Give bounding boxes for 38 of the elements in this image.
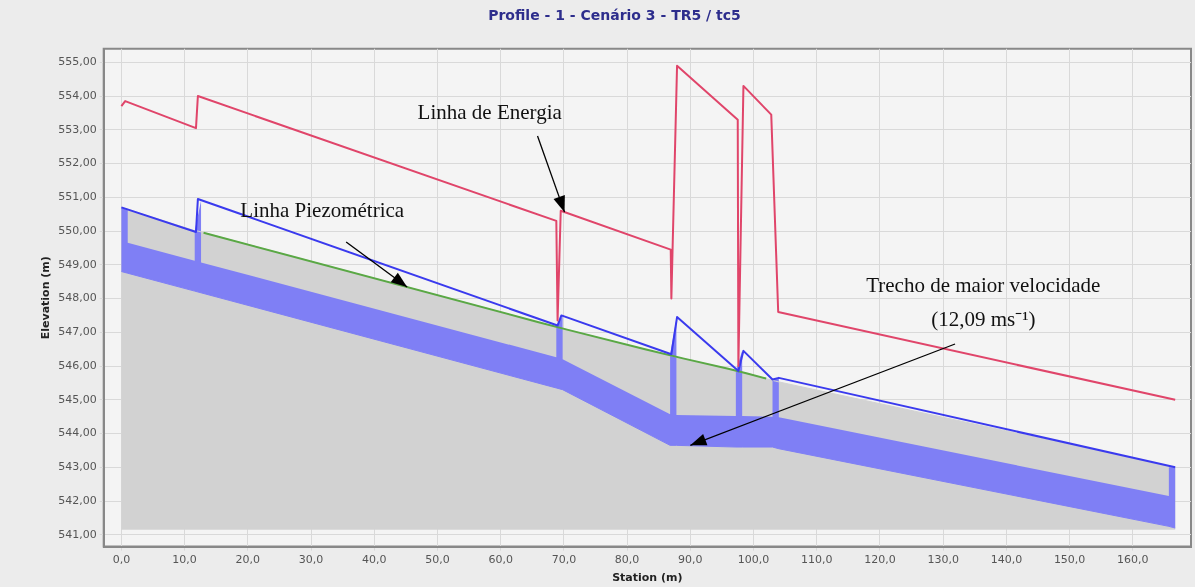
x-tick-label: 90,0: [678, 553, 703, 567]
x-tick-label: 30,0: [298, 553, 324, 567]
x-tick-label: 20,0: [235, 553, 261, 567]
y-tick-label: 552,00: [58, 156, 97, 170]
y-tick-label: 547,00: [58, 325, 97, 339]
x-tick-label: 40,0: [362, 553, 387, 567]
x-tick-label: 140,0: [990, 553, 1023, 567]
x-axis-title: Station (m): [612, 571, 683, 585]
chart-title: Profile - 1 - Cenário 3 - TR5 / tc5: [488, 7, 741, 24]
x-tick-label: 100,0: [737, 553, 770, 567]
y-tick-label: 544,00: [58, 426, 97, 440]
annotation: Linha de Energia: [417, 100, 563, 125]
y-axis-title: Elevation (m): [39, 256, 53, 340]
x-tick-label: 120,0: [864, 553, 896, 567]
y-tick-label: 542,00: [58, 493, 97, 507]
y-tick-label: 551,00: [58, 190, 97, 204]
annotation: Linha Piezométrica: [240, 198, 405, 223]
y-tick-label: 553,00: [58, 122, 97, 136]
y-tick-label: 555,00: [58, 55, 97, 69]
x-tick-label: 60,0: [488, 553, 513, 567]
x-tick-label: 50,0: [425, 553, 450, 567]
annotation: Trecho de maior velocidade (12,09 ms⁻¹): [866, 273, 1101, 332]
y-tick-label: 548,00: [58, 291, 97, 305]
y-tick-label: 541,00: [58, 527, 97, 541]
x-tick-label: 160,0: [1117, 553, 1149, 567]
x-tick-label: 70,0: [551, 553, 577, 567]
y-tick-label: 554,00: [58, 88, 97, 102]
x-tick-label: 10,0: [172, 553, 197, 567]
y-tick-label: 546,00: [58, 358, 97, 372]
y-tick-label: 545,00: [58, 392, 97, 406]
y-tick-label: 543,00: [58, 460, 97, 474]
x-tick-label: 110,0: [801, 553, 833, 567]
x-tick-label: 150,0: [1053, 553, 1086, 567]
x-tick-label: 0,0: [112, 553, 131, 567]
y-tick-label: 550,00: [58, 223, 97, 237]
x-tick-label: 80,0: [614, 553, 640, 567]
y-tick-label: 549,00: [58, 257, 97, 271]
x-tick-label: 130,0: [927, 553, 959, 567]
